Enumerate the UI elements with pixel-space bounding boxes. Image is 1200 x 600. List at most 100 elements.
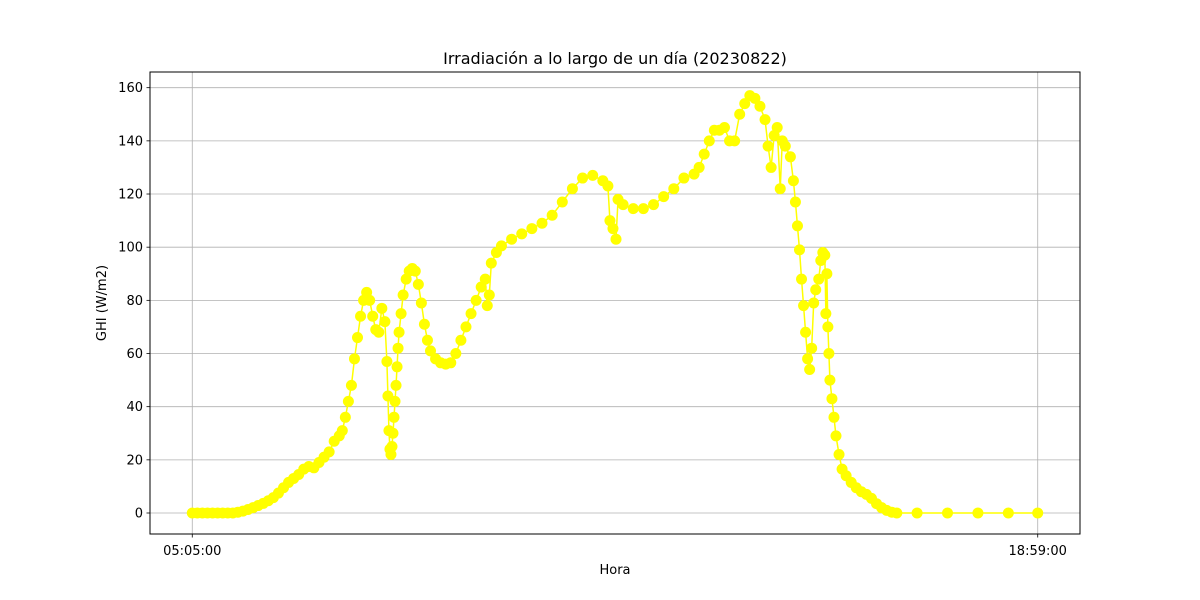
data-point bbox=[784, 151, 796, 163]
y-tick-label: 80 bbox=[126, 294, 143, 309]
data-point bbox=[800, 326, 812, 338]
series-layer bbox=[186, 90, 1044, 519]
data-point bbox=[830, 430, 842, 442]
y-tick-label: 120 bbox=[118, 188, 143, 203]
y-tick-label: 40 bbox=[126, 400, 143, 415]
data-point bbox=[367, 310, 379, 322]
data-point bbox=[791, 220, 803, 232]
data-point bbox=[819, 249, 831, 261]
data-point bbox=[479, 273, 491, 285]
data-point bbox=[393, 326, 405, 338]
x-axis-label: Hora bbox=[599, 563, 630, 578]
data-point bbox=[942, 507, 953, 519]
data-point bbox=[810, 284, 822, 296]
data-point bbox=[627, 203, 639, 215]
y-tick-label: 100 bbox=[118, 241, 143, 256]
data-point bbox=[823, 348, 835, 360]
data-point bbox=[703, 135, 715, 147]
data-point bbox=[391, 361, 403, 373]
series-line bbox=[192, 94, 1038, 514]
data-point bbox=[348, 353, 360, 365]
data-point bbox=[804, 363, 816, 375]
x-tick-label: 05:05:00 bbox=[163, 544, 221, 559]
data-point bbox=[386, 441, 398, 453]
data-point bbox=[813, 273, 825, 285]
data-point bbox=[421, 334, 433, 346]
data-point bbox=[465, 308, 477, 320]
data-point bbox=[390, 379, 402, 391]
data-point bbox=[577, 172, 589, 184]
data-point bbox=[379, 316, 391, 328]
y-axis-label: GHI (W/m2) bbox=[95, 265, 110, 341]
data-point bbox=[824, 374, 836, 386]
data-point bbox=[833, 449, 845, 461]
data-point bbox=[617, 199, 629, 211]
data-point bbox=[774, 183, 786, 195]
data-point bbox=[339, 411, 351, 423]
data-point bbox=[759, 114, 771, 126]
grid bbox=[150, 72, 1080, 534]
data-point bbox=[409, 265, 421, 277]
data-point bbox=[566, 183, 578, 195]
data-point bbox=[342, 395, 354, 407]
data-point bbox=[911, 507, 923, 519]
data-point bbox=[455, 334, 467, 346]
data-point bbox=[822, 321, 834, 333]
data-point bbox=[395, 308, 407, 320]
x-tick-label: 18:59:00 bbox=[1009, 544, 1067, 559]
data-point bbox=[891, 507, 903, 519]
data-point bbox=[526, 223, 538, 235]
data-point bbox=[412, 278, 424, 290]
data-point bbox=[373, 326, 385, 338]
data-point bbox=[460, 321, 472, 333]
data-point bbox=[762, 140, 774, 152]
data-point bbox=[787, 175, 799, 187]
data-point bbox=[387, 427, 399, 439]
data-point bbox=[796, 273, 808, 285]
y-axis: 0 20 40 60 80 100 120 140 160 bbox=[118, 81, 150, 522]
data-point bbox=[826, 393, 838, 405]
data-point bbox=[381, 355, 393, 367]
data-point bbox=[610, 233, 622, 245]
data-point bbox=[355, 310, 367, 322]
data-point bbox=[658, 191, 670, 203]
data-point bbox=[506, 233, 518, 245]
data-point bbox=[798, 300, 810, 312]
data-point bbox=[388, 411, 400, 423]
data-point bbox=[821, 268, 833, 280]
data-point bbox=[789, 196, 801, 208]
data-point bbox=[794, 244, 805, 256]
data-point bbox=[972, 507, 984, 519]
data-point bbox=[718, 122, 730, 134]
data-point bbox=[1032, 507, 1044, 519]
data-point bbox=[392, 342, 404, 354]
data-point bbox=[397, 289, 409, 301]
data-point bbox=[536, 217, 548, 229]
data-point bbox=[516, 228, 528, 240]
data-point bbox=[693, 161, 705, 173]
data-point bbox=[556, 196, 568, 208]
data-point bbox=[729, 135, 741, 147]
data-point bbox=[734, 108, 746, 120]
data-point bbox=[806, 342, 818, 354]
data-point bbox=[749, 92, 761, 104]
data-point bbox=[754, 100, 766, 112]
data-point bbox=[607, 223, 619, 235]
data-point bbox=[637, 203, 649, 215]
y-tick-label: 160 bbox=[118, 81, 143, 96]
y-tick-label: 0 bbox=[135, 507, 143, 522]
data-point bbox=[808, 297, 820, 309]
data-point bbox=[389, 395, 401, 407]
data-point bbox=[779, 140, 791, 152]
data-point bbox=[425, 345, 436, 357]
data-point bbox=[648, 199, 660, 211]
data-point bbox=[323, 446, 335, 458]
data-point bbox=[376, 302, 388, 314]
plot-area-frame bbox=[149, 71, 1081, 535]
data-point bbox=[828, 411, 840, 423]
data-point bbox=[771, 122, 783, 134]
data-point bbox=[546, 209, 558, 221]
y-tick-label: 20 bbox=[126, 453, 143, 468]
data-point bbox=[802, 353, 814, 365]
